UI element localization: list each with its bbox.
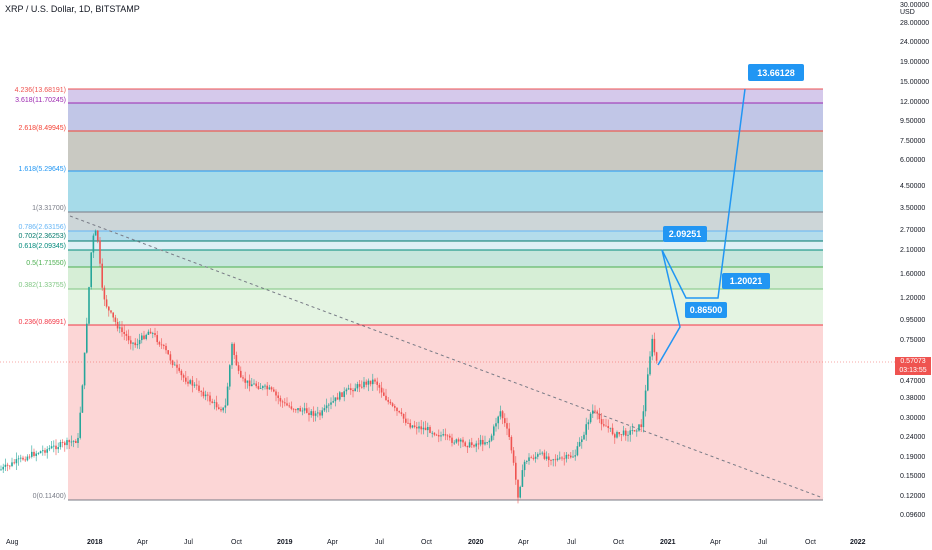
price-tick: 0.09600 (900, 512, 925, 519)
price-tick: 7.50000 (900, 138, 925, 145)
price-tick: 0.47000 (900, 378, 925, 385)
price-tick: 12.00000 (900, 99, 929, 106)
fib-label-0786: 0.786(2.63156) (19, 224, 66, 231)
price-axis[interactable]: 30.00000 28.00000 24.00000 19.00000 15.0… (900, 2, 929, 519)
price-tick: 0.12000 (900, 493, 925, 500)
time-tick: Apr (137, 539, 149, 546)
price-tick: 0.30000 (900, 415, 925, 422)
bar-countdown-badge: 03:13:55 (895, 366, 931, 375)
callout-13-66[interactable]: 13.66128 (748, 64, 804, 81)
time-tick: 2018 (87, 539, 103, 546)
fib-zones (68, 89, 823, 500)
candlestick-series (0, 229, 658, 504)
fib-label-4236: 4.236(13.68191) (15, 87, 66, 94)
price-tick: 0.75000 (900, 337, 925, 344)
time-tick: Jul (567, 539, 576, 546)
price-axis-unit: USD (900, 9, 915, 16)
fib-label-1618: 1.618(5.29645) (19, 166, 66, 173)
price-tick: 0.24000 (900, 434, 925, 441)
time-axis[interactable]: Aug 2018 Apr Jul Oct 2019 Apr Jul Oct 20… (6, 539, 866, 546)
time-tick: Apr (518, 539, 530, 546)
callout-2-09[interactable]: 2.09251 (663, 226, 707, 242)
time-tick: Aug (6, 539, 19, 546)
price-tick: 28.00000 (900, 20, 929, 27)
price-tick: 2.10000 (900, 247, 925, 254)
time-tick: Oct (613, 539, 624, 546)
projection-path[interactable] (657, 88, 746, 366)
current-price-badge: 0.57073 (895, 357, 931, 366)
trend-line[interactable] (69, 215, 824, 499)
callout-0-86[interactable]: 0.86500 (685, 302, 727, 318)
price-tick: 24.00000 (900, 39, 929, 46)
fib-label-0: 0(0.11400) (33, 493, 66, 500)
price-tick: 19.00000 (900, 59, 929, 66)
fib-label-3618: 3.618(11.70245) (15, 97, 66, 104)
price-tick: 1.20000 (900, 295, 925, 302)
fib-labels: 4.236(13.68191) 3.618(11.70245) 2.618(8.… (15, 87, 66, 500)
price-tick: 9.50000 (900, 118, 925, 125)
callout-text: 0.86500 (690, 305, 723, 315)
fib-lines (68, 88, 823, 501)
price-tick: 6.00000 (900, 157, 925, 164)
price-tick: 4.50000 (900, 183, 925, 190)
price-tick: 1.60000 (900, 271, 925, 278)
time-tick: 2019 (277, 539, 293, 546)
time-tick: Oct (231, 539, 242, 546)
callout-text: 1.20021 (730, 276, 763, 286)
time-tick: Oct (805, 539, 816, 546)
time-tick: Apr (327, 539, 339, 546)
price-tick: 30.00000 (900, 2, 929, 9)
callout-text: 13.66128 (757, 68, 795, 78)
time-tick: Jul (375, 539, 384, 546)
time-tick: Jul (758, 539, 767, 546)
time-tick: 2021 (660, 539, 676, 546)
price-tick: 15.00000 (900, 79, 929, 86)
time-tick: 2020 (468, 539, 484, 546)
time-tick: Oct (421, 539, 432, 546)
fib-label-1: 1(3.31700) (32, 205, 66, 212)
time-tick: Apr (710, 539, 722, 546)
fib-label-0382: 0.382(1.33755) (19, 282, 66, 289)
price-tick: 3.50000 (900, 205, 925, 212)
callout-1-20[interactable]: 1.20021 (722, 273, 770, 289)
fib-label-0702: 0.702(2.36253) (19, 233, 66, 240)
time-tick: Jul (184, 539, 193, 546)
price-tick: 0.95000 (900, 317, 925, 324)
price-tick: 0.15000 (900, 473, 925, 480)
fib-label-0236: 0.236(0.86991) (19, 319, 66, 326)
price-tick: 2.70000 (900, 227, 925, 234)
symbol-title[interactable]: XRP / U.S. Dollar, 1D, BITSTAMP (5, 4, 140, 14)
time-tick: 2022 (850, 539, 866, 546)
fib-label-2618: 2.618(8.49945) (19, 125, 66, 132)
fib-label-05: 0.5(1.71550) (26, 260, 66, 267)
price-tick: 0.19000 (900, 454, 925, 461)
fib-label-0618: 0.618(2.09345) (19, 243, 66, 250)
price-tick: 0.38000 (900, 395, 925, 402)
callout-text: 2.09251 (669, 229, 702, 239)
